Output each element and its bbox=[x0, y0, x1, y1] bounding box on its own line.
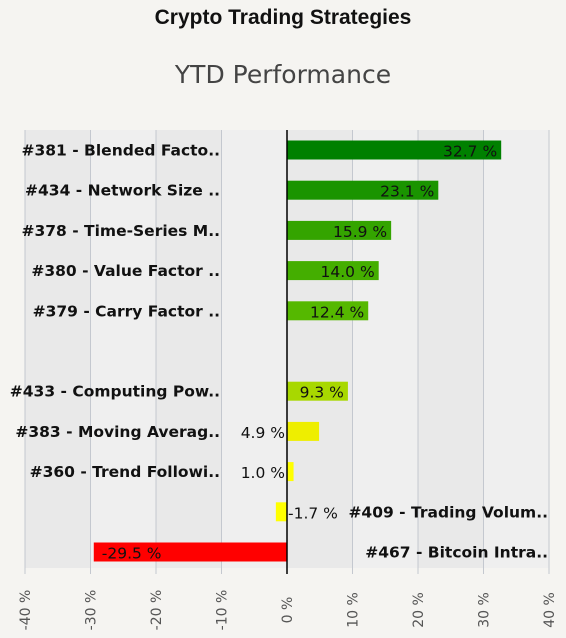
bar bbox=[275, 502, 287, 522]
category-label: #434 - Network Size .. bbox=[25, 182, 220, 200]
bar bbox=[287, 421, 320, 441]
bar bbox=[93, 542, 288, 562]
grid-band bbox=[418, 130, 484, 568]
x-tick-label: 20 % bbox=[411, 592, 427, 628]
category-label: #467 - Bitcoin Intra.. bbox=[365, 544, 548, 562]
value-label: 32.7 % bbox=[443, 143, 497, 161]
bar bbox=[287, 220, 392, 240]
value-label: 23.1 % bbox=[380, 183, 434, 201]
grid-band bbox=[483, 130, 549, 568]
grid-band bbox=[287, 130, 353, 568]
value-label: -29.5 % bbox=[102, 545, 162, 563]
bar bbox=[287, 301, 369, 321]
x-tick-label: -40 % bbox=[18, 590, 34, 631]
value-label: 12.4 % bbox=[310, 303, 364, 321]
x-tick-label: -10 % bbox=[215, 590, 231, 631]
bar bbox=[287, 180, 439, 200]
bar bbox=[287, 140, 502, 160]
value-label: 9.3 % bbox=[300, 384, 344, 402]
x-tick-label: -20 % bbox=[149, 590, 165, 631]
value-label: 14.0 % bbox=[321, 263, 375, 281]
grid-band bbox=[25, 130, 91, 568]
category-label: #409 - Trading Volum.. bbox=[348, 503, 548, 521]
chart-subtitle: YTD Performance bbox=[174, 60, 392, 89]
grid-band bbox=[221, 130, 287, 568]
category-label: #360 - Trend Followi.. bbox=[30, 463, 220, 481]
bar bbox=[287, 261, 379, 281]
bar bbox=[287, 462, 294, 482]
x-tick-label: 40 % bbox=[542, 592, 558, 628]
grid-band bbox=[352, 130, 418, 568]
category-label: #380 - Value Factor .. bbox=[31, 262, 220, 280]
category-label: #378 - Time-Series M.. bbox=[21, 222, 220, 240]
value-label: 4.9 % bbox=[241, 424, 285, 442]
category-label: #383 - Moving Averag.. bbox=[15, 423, 220, 441]
value-label: 15.9 % bbox=[333, 223, 387, 241]
x-tick-label: 0 % bbox=[280, 597, 296, 624]
x-tick-label: 30 % bbox=[477, 592, 493, 628]
category-label: #433 - Computing Pow.. bbox=[10, 383, 220, 401]
category-label: #379 - Carry Factor .. bbox=[33, 302, 220, 320]
chart-title: Crypto Trading Strategies bbox=[154, 6, 412, 29]
x-tick-label: 10 % bbox=[346, 592, 362, 628]
x-tick-label: -30 % bbox=[84, 590, 100, 631]
category-label: #381 - Blended Facto.. bbox=[21, 142, 220, 160]
value-label: 1.0 % bbox=[241, 464, 285, 482]
grid-band bbox=[90, 130, 156, 568]
grid-band bbox=[156, 130, 222, 568]
bar bbox=[287, 381, 348, 401]
value-label: -1.7 % bbox=[288, 504, 338, 522]
